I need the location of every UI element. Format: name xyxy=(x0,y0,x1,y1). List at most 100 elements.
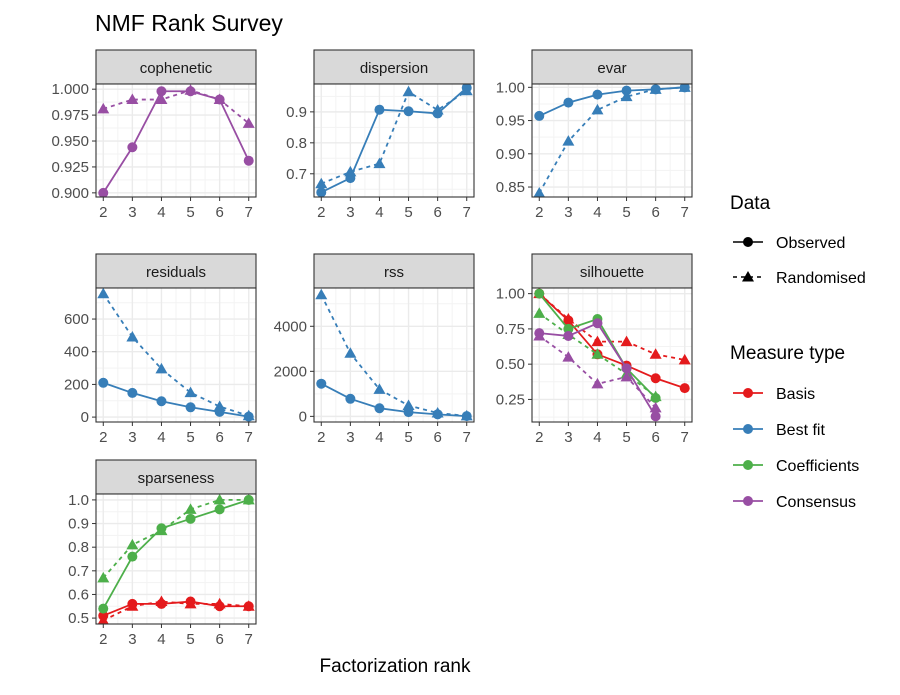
chart-title: NMF Rank Survey xyxy=(95,10,283,36)
y-tick-label: 400 xyxy=(64,344,89,361)
series-group xyxy=(97,494,255,624)
data-point-circle xyxy=(98,603,109,614)
y-tick-label: 0.90 xyxy=(496,146,525,163)
x-tick-label: 3 xyxy=(128,429,136,446)
data-point-triangle xyxy=(620,335,633,347)
data-point-triangle xyxy=(213,494,226,505)
data-point-triangle xyxy=(649,84,662,94)
data-point-circle xyxy=(185,513,196,524)
data-point-circle xyxy=(592,89,603,100)
legend-title-data: Data xyxy=(730,193,771,214)
legend-label: Observed xyxy=(776,235,845,252)
data-point-triangle xyxy=(213,93,226,105)
data-point-circle xyxy=(621,363,632,374)
data-point-circle xyxy=(185,402,196,413)
data-point-triangle xyxy=(344,347,357,358)
data-point-triangle xyxy=(591,377,604,389)
panel-cophenetic: cophenetic 2 3 4 5 6 7 0.900 0.925 0.950 0.975 1.00… xyxy=(51,49,257,221)
x-tick-label: 6 xyxy=(215,429,223,446)
x-tick-label: 7 xyxy=(245,429,253,446)
strip-label: rss xyxy=(384,264,404,281)
x-tick-label: 2 xyxy=(99,631,107,648)
strip-label: residuals xyxy=(146,264,206,281)
data-point-circle xyxy=(374,104,385,115)
panel-border xyxy=(95,83,257,198)
strip-label: silhouette xyxy=(580,264,644,281)
legend-key-circle xyxy=(743,237,753,247)
data-point-triangle xyxy=(242,600,255,611)
data-point-triangle xyxy=(591,103,604,115)
panel-border xyxy=(95,287,257,423)
data-point-circle xyxy=(316,187,327,197)
x-tick-label: 4 xyxy=(375,429,383,446)
data-point-circle xyxy=(650,373,661,384)
y-tick-label: 0.925 xyxy=(51,159,89,176)
y-tick-label: 2000 xyxy=(274,363,307,380)
x-tick-label: 6 xyxy=(215,204,223,221)
x-tick-label: 5 xyxy=(622,429,630,446)
data-point-triangle xyxy=(431,104,444,115)
y-tick-label: 4000 xyxy=(274,318,307,335)
y-tick-label: 0.975 xyxy=(51,107,89,124)
y-tick-label: 0.9 xyxy=(68,516,89,533)
series-line-best-fit-randomised xyxy=(538,86,685,194)
data-point-triangle xyxy=(184,597,197,609)
series-line-consensus-observed xyxy=(102,90,250,194)
data-point-triangle xyxy=(184,503,197,514)
data-point-triangle xyxy=(242,409,255,421)
x-tick-label: 5 xyxy=(186,204,194,221)
series-line-best-fit-randomised xyxy=(320,90,468,185)
x-tick-label: 4 xyxy=(593,429,601,446)
x-tick-label: 5 xyxy=(404,204,412,221)
data-point-triangle xyxy=(533,187,545,197)
data-point-triangle xyxy=(155,93,168,105)
data-point-circle xyxy=(650,411,661,422)
data-point-circle xyxy=(98,377,109,388)
y-tick-label: 1.00 xyxy=(496,286,525,303)
series-group xyxy=(315,84,473,197)
data-point-circle xyxy=(563,330,574,341)
panel-evar: evar 2 3 4 5 6 7 0.85 0.90 0.95 1.00 xyxy=(496,49,693,221)
x-tick-label: 6 xyxy=(433,204,441,221)
data-point-circle xyxy=(127,387,138,398)
strip-label: evar xyxy=(597,60,626,77)
data-point-triangle xyxy=(533,329,546,341)
data-point-triangle xyxy=(373,383,386,394)
x-tick-label: 2 xyxy=(99,429,107,446)
x-tick-label: 5 xyxy=(622,204,630,221)
legend-label: Consensus xyxy=(776,494,856,511)
series-line-coefficients-randomised xyxy=(102,499,249,579)
series-line-basis-randomised xyxy=(102,600,249,622)
series-line-basis-randomised xyxy=(538,292,685,361)
x-tick-label: 3 xyxy=(128,204,136,221)
panel-border xyxy=(531,83,693,198)
legend-label: Coefficients xyxy=(776,458,859,475)
legend-label: Best fit xyxy=(776,422,825,439)
legend-label: Basis xyxy=(776,386,815,403)
y-tick-label: 0 xyxy=(81,409,89,426)
x-tick-label: 3 xyxy=(128,631,136,648)
data-point-triangle xyxy=(126,93,139,105)
data-point-triangle xyxy=(344,165,357,177)
y-tick-label: 200 xyxy=(64,376,89,393)
data-point-triangle xyxy=(402,399,415,411)
data-point-triangle xyxy=(591,335,604,347)
legend-key-circle xyxy=(743,424,753,434)
data-point-circle xyxy=(592,318,603,329)
data-point-circle xyxy=(127,142,138,153)
series-line-best-fit-randomised xyxy=(320,294,467,417)
data-point-triangle xyxy=(184,84,197,95)
x-tick-label: 3 xyxy=(564,429,572,446)
data-point-triangle xyxy=(97,571,110,583)
x-tick-label: 5 xyxy=(404,429,412,446)
data-point-triangle xyxy=(562,351,575,362)
legend-key-triangle xyxy=(742,271,754,282)
data-point-circle xyxy=(679,383,690,394)
x-tick-label: 7 xyxy=(245,204,253,221)
x-tick-label: 4 xyxy=(593,204,601,221)
series-line-best-fit-observed xyxy=(320,87,468,194)
data-point-triangle xyxy=(155,595,168,607)
x-tick-label: 7 xyxy=(245,631,253,648)
y-tick-label: 0.25 xyxy=(496,391,525,408)
y-tick-label: 0.6 xyxy=(68,586,89,603)
